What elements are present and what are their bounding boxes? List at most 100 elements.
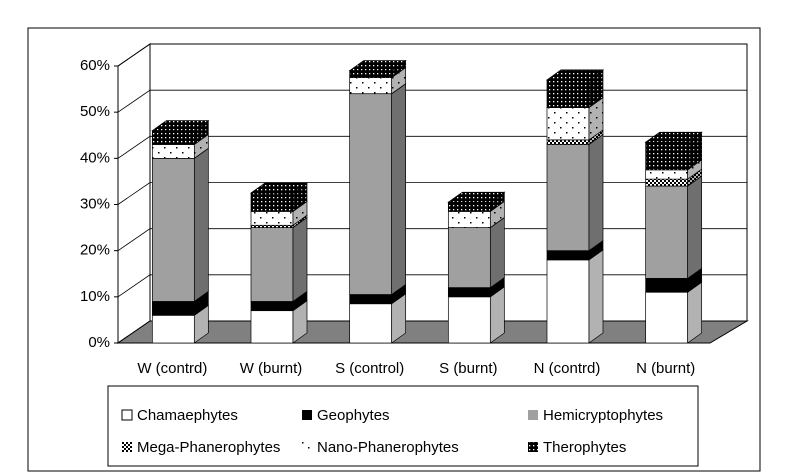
bar-segment — [645, 291, 689, 344]
bar-side-shade — [391, 60, 406, 78]
y-tick-label: 30% — [80, 195, 110, 212]
legend-box — [107, 385, 699, 467]
bar-segment — [349, 70, 393, 78]
y-tick-label: 60% — [80, 57, 110, 74]
legend-swatch — [122, 442, 132, 452]
bar-side-shade — [391, 67, 406, 94]
bar-segment — [645, 141, 689, 171]
bar-segment — [151, 130, 195, 145]
y-tick-label: 50% — [80, 103, 110, 120]
legend-label: Hemicryptophytes — [543, 407, 663, 424]
legend-label: Mega-Phanerophytes — [137, 439, 280, 456]
y-tick-label: 40% — [80, 149, 110, 166]
bar-segment — [645, 185, 689, 279]
legend-label: Nano-Phanerophytes — [317, 439, 459, 456]
legend-swatch — [302, 442, 312, 452]
x-tick-label: W (burnt) — [240, 360, 303, 377]
bar-side-shade — [293, 215, 307, 228]
bar-side-shade — [293, 201, 307, 226]
legend-label: Geophytes — [317, 407, 390, 424]
bar-segment — [349, 294, 393, 305]
bar-segment — [447, 227, 491, 288]
bar-side-shade — [490, 217, 505, 288]
bar-segment — [546, 79, 590, 108]
legend-swatch — [528, 410, 538, 420]
bar-side-shade — [589, 249, 603, 343]
bar-segment — [546, 144, 590, 252]
bar-side-shade — [391, 83, 406, 295]
x-tick-label: S (burnt) — [439, 360, 497, 377]
bar-side-shade — [490, 277, 505, 297]
bar-side-shade — [687, 169, 702, 187]
bar-side-shade — [194, 291, 209, 316]
y-tick-label: 0% — [88, 334, 110, 351]
bar-side-shade — [391, 284, 406, 304]
grid-line — [117, 43, 747, 67]
bar-segment — [151, 144, 195, 159]
bar-segment — [151, 301, 195, 316]
bar-top — [545, 69, 605, 81]
x-tick-label: W (contrd) — [137, 360, 207, 377]
legend-label: Therophytes — [543, 439, 626, 456]
y-tick-label: 20% — [80, 242, 110, 259]
bar-side-shade — [687, 282, 702, 343]
bar-segment — [250, 310, 294, 344]
bar-side-shade — [490, 201, 505, 228]
bar-segment — [447, 296, 491, 344]
bar-segment — [151, 157, 195, 302]
bar-segment — [250, 227, 294, 302]
bar-side-shade — [589, 240, 603, 260]
legend-swatch — [121, 409, 133, 421]
bar-segment — [546, 259, 590, 344]
bar-segment — [250, 301, 294, 312]
bar-segment — [645, 178, 689, 187]
bar-side-shade — [194, 134, 209, 159]
bar-side-shade — [194, 120, 209, 145]
bar-segment — [546, 107, 590, 141]
bar-side-shade — [293, 182, 307, 212]
legend-label: Chamaephytes — [137, 407, 238, 424]
bar-side-shade — [391, 293, 406, 343]
bar-segment — [645, 169, 689, 180]
x-tick-label: N (burnt) — [636, 360, 695, 377]
bar-side-shade — [589, 134, 603, 251]
bar-side-shade — [490, 286, 505, 343]
bar-top — [644, 131, 703, 143]
bar-segment — [151, 314, 195, 344]
bar-side-shade — [589, 97, 603, 140]
bar-segment — [447, 211, 491, 228]
bar-side-shade — [194, 148, 209, 302]
bar-side-shade — [293, 300, 307, 343]
bar-segment — [546, 139, 590, 145]
bar-segment — [645, 278, 689, 293]
bar-side-shade — [687, 159, 702, 180]
bar-top — [348, 60, 407, 71]
bar-side-shade — [293, 291, 307, 311]
bar-segment — [546, 250, 590, 261]
legend-swatch — [528, 442, 538, 452]
bar-side-shade — [194, 305, 209, 343]
bar-segment — [349, 77, 393, 95]
bar-segment — [250, 192, 294, 212]
x-tick-label: N (contrd) — [534, 360, 601, 377]
bar-side-shade — [687, 268, 702, 293]
bar-side-shade — [589, 129, 603, 145]
bar-side-shade — [490, 192, 505, 212]
x-tick-label: S (control) — [335, 360, 404, 377]
bar-top — [447, 191, 506, 203]
bar-side-shade — [293, 217, 307, 302]
bar-segment — [250, 211, 294, 226]
bar-segment — [349, 303, 393, 344]
bar-top — [151, 120, 210, 131]
bar-top — [249, 182, 309, 194]
bar-segment — [447, 201, 491, 212]
y-tick-label: 10% — [80, 288, 110, 305]
bar-side-shade — [589, 69, 603, 108]
bar-segment — [349, 93, 393, 295]
bar-side-shade — [687, 132, 702, 170]
bar-segment — [447, 287, 491, 298]
legend-swatch — [302, 410, 312, 420]
bar-side-shade — [687, 176, 702, 279]
